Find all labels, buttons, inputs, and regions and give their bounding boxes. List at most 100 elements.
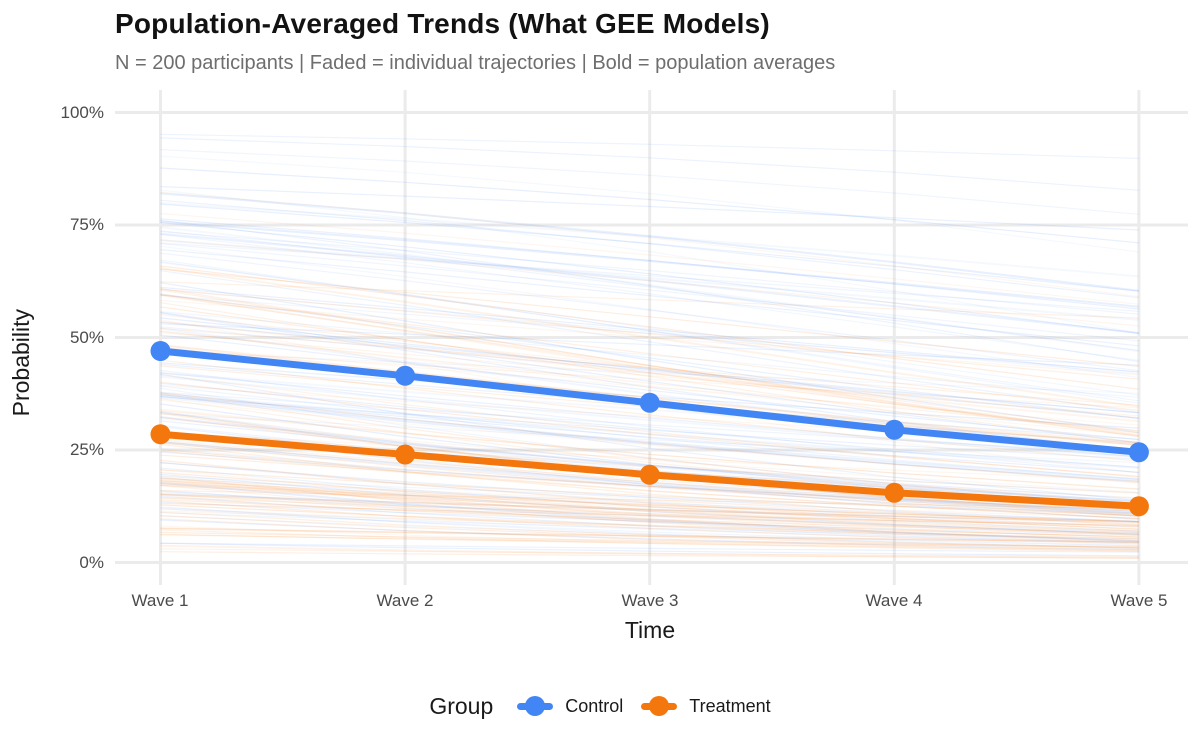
- trajectory-line: [160, 222, 1139, 334]
- trajectory-line: [160, 451, 1139, 512]
- trajectory-line: [160, 385, 1139, 480]
- trajectory-line: [160, 372, 1139, 458]
- trajectory-line: [160, 479, 1139, 533]
- trajectory-line: [160, 477, 1139, 522]
- trajectory-line: [160, 527, 1139, 543]
- trajectory-line: [160, 399, 1139, 482]
- trajectory-line: [160, 502, 1139, 526]
- trajectory-line: [160, 392, 1139, 484]
- trajectory-line: [160, 261, 1139, 402]
- population-average-points: [150, 341, 1149, 517]
- trajectory-line: [160, 493, 1139, 523]
- trajectory-line: [160, 261, 1139, 396]
- treatment-data-point: [395, 444, 416, 465]
- trajectory-line: [160, 504, 1139, 541]
- trajectory-line: [160, 317, 1139, 419]
- trajectory-line: [160, 294, 1139, 373]
- x-tick-label-wave4: Wave 4: [865, 591, 923, 610]
- trajectory-line: [160, 331, 1139, 417]
- control-data-point: [150, 341, 171, 361]
- y-tick-label-75: 75%: [69, 215, 104, 234]
- trajectory-line: [160, 469, 1139, 536]
- trajectory-line: [160, 467, 1139, 532]
- trajectory-line: [160, 359, 1139, 462]
- trajectory-line: [160, 442, 1139, 517]
- trajectory-line: [160, 351, 1139, 394]
- trajectory-line: [160, 469, 1139, 517]
- trajectory-line: [160, 393, 1139, 469]
- legend-title: Group: [429, 692, 494, 719]
- trajectory-line: [160, 507, 1139, 544]
- x-axis-title: Time: [624, 617, 676, 643]
- trajectory-line: [160, 239, 1139, 327]
- trajectory-line: [160, 533, 1139, 551]
- trajectory-line: [160, 314, 1139, 419]
- trajectory-line: [160, 476, 1139, 542]
- trajectory-line: [160, 493, 1139, 523]
- trajectory-line: [160, 189, 1140, 334]
- y-axis-title-text: Probability: [7, 309, 34, 417]
- trajectory-line: [160, 548, 1139, 558]
- trajectory-line: [160, 268, 1139, 367]
- trajectory-line: [160, 483, 1139, 523]
- trajectory-line: [160, 220, 1139, 308]
- trajectory-line: [160, 239, 1139, 321]
- trajectory-line: [160, 394, 1139, 481]
- trajectory-line: [160, 327, 1139, 406]
- trajectory-line: [160, 518, 1139, 552]
- trajectory-line: [160, 484, 1139, 525]
- trajectory-line: [160, 230, 1139, 352]
- trajectory-line: [160, 149, 1139, 215]
- trajectory-line: [160, 226, 1140, 353]
- trajectory-line: [160, 450, 1139, 520]
- chart-subtitle: N = 200 participants | Faded = individua…: [115, 52, 836, 74]
- trajectory-line: [160, 267, 1140, 408]
- y-axis-title: Probability: [4, 268, 38, 458]
- trajectory-line: [160, 459, 1139, 531]
- trajectory-line: [160, 186, 1139, 231]
- trajectory-line: [160, 375, 1139, 459]
- trajectory-line: [160, 493, 1139, 538]
- trajectory-line: [160, 475, 1139, 540]
- trajectory-line: [160, 461, 1139, 525]
- trajectory-line: [160, 534, 1139, 548]
- legend-label-treatment: Treatment: [689, 695, 771, 716]
- trajectory-line: [160, 512, 1139, 540]
- x-tick-label-wave5: Wave 5: [1110, 591, 1168, 610]
- y-tick-label-100: 100%: [60, 103, 104, 122]
- trajectory-line: [160, 515, 1139, 547]
- trajectory-line: [160, 489, 1139, 542]
- trajectory-line: [160, 288, 1139, 380]
- trajectory-line: [160, 321, 1139, 414]
- trajectory-line: [160, 282, 1139, 434]
- trajectory-line: [160, 281, 1139, 319]
- trajectory-line: [160, 480, 1139, 536]
- trajectory-line: [160, 489, 1139, 510]
- trajectory-line: [160, 515, 1139, 549]
- trajectory-line: [160, 242, 1139, 312]
- trajectory-line: [160, 495, 1139, 544]
- trajectory-line: [160, 418, 1139, 493]
- trajectory-line: [160, 506, 1139, 549]
- trajectory-line: [160, 394, 1139, 473]
- trajectory-line: [160, 529, 1139, 553]
- trajectory-line: [160, 496, 1139, 527]
- trajectory-line: [160, 392, 1139, 483]
- trajectory-line: [160, 484, 1139, 527]
- trajectory-line: [160, 191, 1139, 298]
- trajectory-line: [160, 259, 1139, 404]
- trajectory-line: [160, 484, 1139, 544]
- trajectory-line: [160, 243, 1139, 342]
- trajectory-line: [160, 245, 1139, 379]
- trajectory-line: [160, 334, 1139, 441]
- trajectory-line: [160, 510, 1139, 537]
- trajectory-line: [160, 155, 1139, 253]
- trajectory-line: [160, 294, 1139, 412]
- x-tick-label-wave3: Wave 3: [621, 591, 679, 610]
- trajectory-line: [160, 306, 1139, 434]
- trajectory-line: [160, 345, 1139, 426]
- trajectory-line: [160, 449, 1139, 514]
- trajectory-line: [160, 408, 1139, 490]
- trajectory-line: [160, 299, 1139, 376]
- trajectory-line: [160, 492, 1139, 534]
